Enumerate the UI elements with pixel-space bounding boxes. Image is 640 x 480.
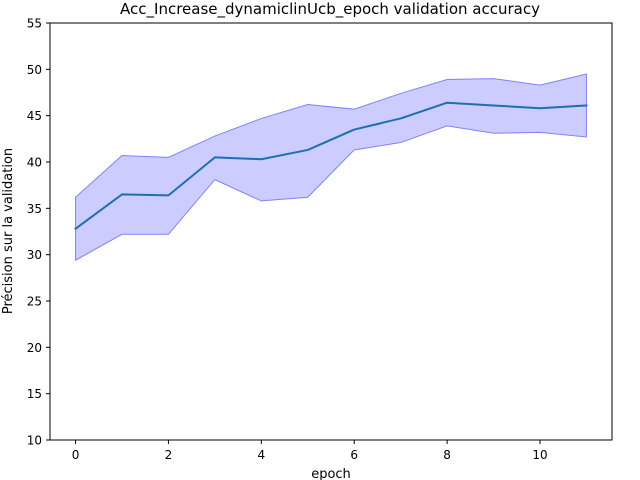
x-tick-label: 4 — [258, 448, 266, 462]
y-tick-label: 50 — [27, 63, 42, 77]
x-tick-label: 8 — [443, 448, 451, 462]
y-tick-label: 15 — [27, 387, 42, 401]
y-tick-label: 30 — [27, 248, 42, 262]
x-tick-label: 0 — [72, 448, 80, 462]
x-tick-label: 2 — [165, 448, 173, 462]
y-tick-label: 35 — [27, 202, 42, 216]
y-tick-label: 55 — [27, 17, 42, 31]
y-axis-ticks: 10 15 20 25 30 35 40 45 50 55 — [27, 17, 50, 448]
y-tick-label: 40 — [27, 156, 42, 170]
y-tick-label: 20 — [27, 341, 42, 355]
x-axis-label: epoch — [311, 467, 351, 480]
confidence-band-0 — [75, 73, 587, 262]
plot-frame — [49, 22, 613, 441]
y-tick-label: 25 — [27, 295, 42, 309]
x-tick-label: 6 — [350, 448, 358, 462]
confidence-band-layer — [75, 73, 587, 262]
y-tick-label: 45 — [27, 109, 42, 123]
y-tick-label: 10 — [27, 434, 42, 448]
x-tick-label: 10 — [532, 448, 547, 462]
y-axis-label: Précision sur la validation — [1, 148, 16, 314]
series-line-0 — [74, 101, 588, 231]
x-axis-ticks: 0 2 4 6 8 10 — [72, 440, 548, 462]
series-line-layer — [74, 101, 588, 231]
chart-title: Acc_Increase_dynamiclinUcb_epoch validat… — [120, 0, 540, 19]
